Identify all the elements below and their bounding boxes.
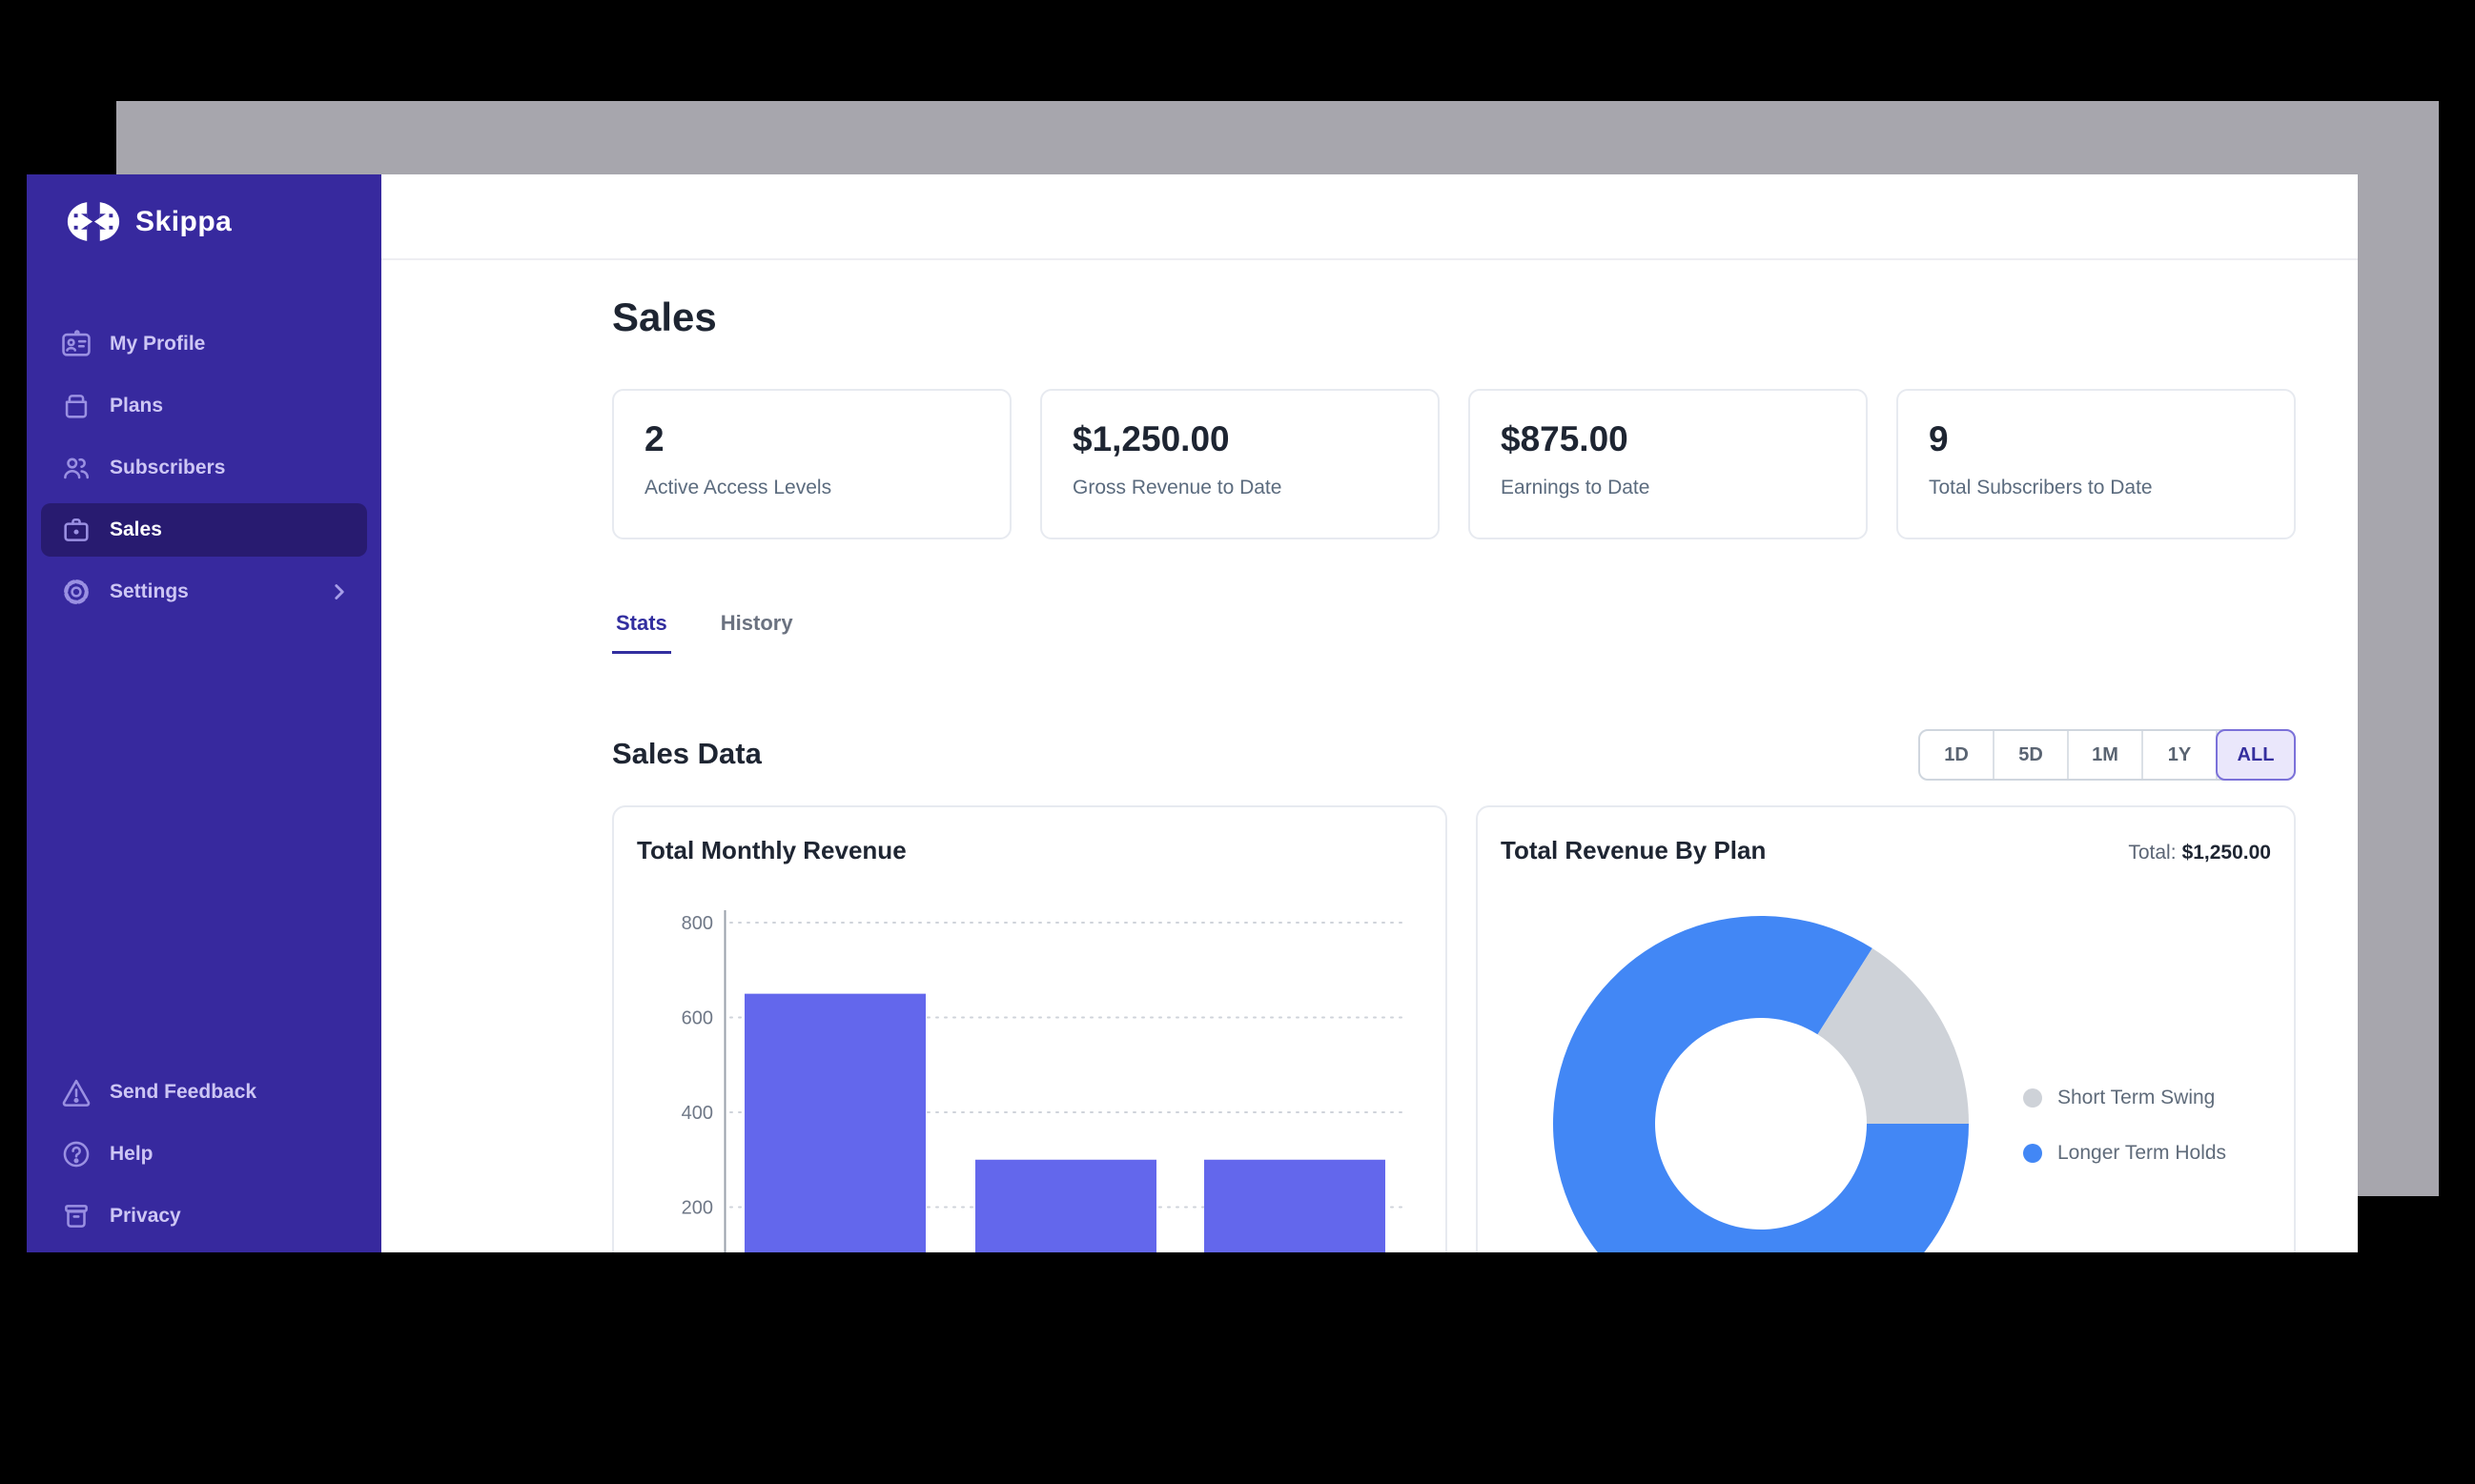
svg-text:600: 600 — [682, 1008, 713, 1029]
skippa-logo-icon — [67, 202, 120, 241]
legend-dot-blue — [2023, 1144, 2042, 1163]
legend-item-short-term-swing: Short Term Swing — [2023, 1082, 2226, 1114]
page-title: Sales — [612, 295, 717, 339]
bar-chart-card: Total Monthly Revenue 800 600 400 200 — [612, 805, 1447, 1252]
donut-slice-longer-term-holds — [1553, 916, 1969, 1252]
bar-month-1 — [745, 993, 926, 1252]
sidebar-item-label: Settings — [110, 580, 189, 602]
sidebar-item-help[interactable]: Help — [41, 1128, 367, 1181]
monthly-revenue-bar-chart: 800 600 400 200 — [682, 910, 1404, 1252]
sidebar-item-label: Sales — [110, 518, 162, 540]
range-button-1d[interactable]: 1D — [1920, 731, 1994, 779]
sidebar-item-send-feedback[interactable]: Send Feedback — [41, 1066, 367, 1119]
stat-label: Active Access Levels — [644, 477, 832, 498]
range-button-all[interactable]: ALL — [2216, 729, 2296, 781]
sidebar-item-subscribers[interactable]: Subscribers — [41, 441, 367, 495]
stat-label: Gross Revenue to Date — [1073, 477, 1282, 498]
range-button-5d[interactable]: 5D — [1994, 731, 2069, 779]
donut-chart-title: Total Revenue By Plan — [1501, 836, 1767, 864]
sidebar-item-label: My Profile — [110, 333, 206, 355]
stat-card-active-access-levels: 2 Active Access Levels — [612, 389, 1012, 539]
sidebar-item-settings[interactable]: Settings — [41, 565, 367, 619]
charts-row: Total Monthly Revenue 800 600 400 200 Total… — [612, 805, 2296, 1252]
svg-text:200: 200 — [682, 1198, 713, 1219]
range-button-1y[interactable]: 1Y — [2143, 731, 2218, 779]
donut-chart-card: Total Revenue By Plan Total: $1,250.00 Sh… — [1476, 805, 2296, 1252]
legend-item-longer-term-holds: Longer Term Holds — [2023, 1137, 2226, 1169]
stat-value: 9 — [1929, 419, 1949, 458]
tabs: Stats History — [612, 605, 797, 654]
stat-value: $875.00 — [1501, 419, 1628, 458]
sidebar-item-label: Subscribers — [110, 457, 226, 478]
users-icon — [64, 457, 90, 479]
sidebar-item-label: Privacy — [110, 1205, 181, 1227]
donut-total-value: $1,250.00 — [2181, 842, 2271, 864]
warning-triangle-icon — [62, 1079, 91, 1107]
stat-card-gross-revenue: $1,250.00 Gross Revenue to Date — [1040, 389, 1440, 539]
donut-slice-short-term-swing — [1817, 947, 1969, 1124]
legend-dot-gray — [2023, 1088, 2042, 1108]
question-circle-icon — [63, 1141, 90, 1168]
logo: Skippa — [65, 199, 232, 244]
bar-month-2 — [975, 1159, 1156, 1252]
stat-card-earnings: $875.00 Earnings to Date — [1468, 389, 1868, 539]
donut-total: Total: $1,250.00 — [2128, 842, 2271, 864]
gear-icon — [64, 579, 89, 604]
stat-cards-row: 2 Active Access Levels $1,250.00 Gross R… — [612, 389, 2296, 539]
tab-stats[interactable]: Stats — [612, 605, 671, 654]
app-window: Skippa My Profile Plans — [27, 174, 2358, 1252]
box-icon — [65, 395, 88, 418]
bar-month-3 — [1204, 1159, 1385, 1252]
donut-legend: Short Term Swing Longer Term Holds — [2023, 1082, 2226, 1169]
sidebar: Skippa My Profile Plans — [27, 174, 381, 1252]
bar-chart-title: Total Monthly Revenue — [637, 836, 907, 864]
stat-value: $1,250.00 — [1073, 419, 1230, 458]
sidebar-item-privacy[interactable]: Privacy — [41, 1189, 367, 1243]
archive-box-icon — [65, 1205, 88, 1228]
stat-label: Total Subscribers to Date — [1929, 477, 2153, 498]
sidebar-item-label: Send Feedback — [110, 1081, 257, 1103]
stat-card-total-subscribers: 9 Total Subscribers to Date — [1896, 389, 2296, 539]
sidebar-item-label: Plans — [110, 395, 164, 417]
sidebar-item-plans[interactable]: Plans — [41, 379, 367, 433]
legend-label: Longer Term Holds — [2057, 1142, 2227, 1164]
top-header-bar — [381, 174, 2358, 260]
logo-text: Skippa — [135, 205, 233, 237]
svg-text:800: 800 — [682, 913, 713, 934]
briefcase-icon — [64, 518, 89, 541]
tab-history[interactable]: History — [720, 611, 793, 635]
donut-total-label: Total: — [2128, 842, 2177, 864]
range-button-1m[interactable]: 1M — [2069, 731, 2143, 779]
id-card-icon — [62, 330, 91, 356]
svg-text:400: 400 — [682, 1103, 713, 1124]
sidebar-footer-nav: Send Feedback Help Privacy — [27, 1066, 381, 1251]
revenue-by-plan-donut-chart — [1553, 916, 1969, 1252]
time-range-selector: 1D 5D 1M 1Y ALL — [1918, 729, 2296, 781]
sidebar-item-sales[interactable]: Sales — [41, 503, 367, 557]
legend-label: Short Term Swing — [2057, 1087, 2216, 1108]
donut-chart-header: Total Revenue By Plan Total: $1,250.00 — [1478, 807, 2294, 865]
section-title: Sales Data — [612, 737, 762, 770]
stat-label: Earnings to Date — [1501, 477, 1650, 498]
bar-chart-header: Total Monthly Revenue — [614, 807, 1445, 865]
sidebar-item-my-profile[interactable]: My Profile — [41, 317, 367, 371]
stat-value: 2 — [644, 419, 665, 458]
main-content: Sales 2 Active Access Levels $1,250.00 G… — [612, 174, 2296, 1252]
chevron-right-icon — [335, 584, 344, 600]
sidebar-item-label: Help — [110, 1143, 153, 1165]
sidebar-nav: My Profile Plans Subscribers — [27, 317, 381, 627]
